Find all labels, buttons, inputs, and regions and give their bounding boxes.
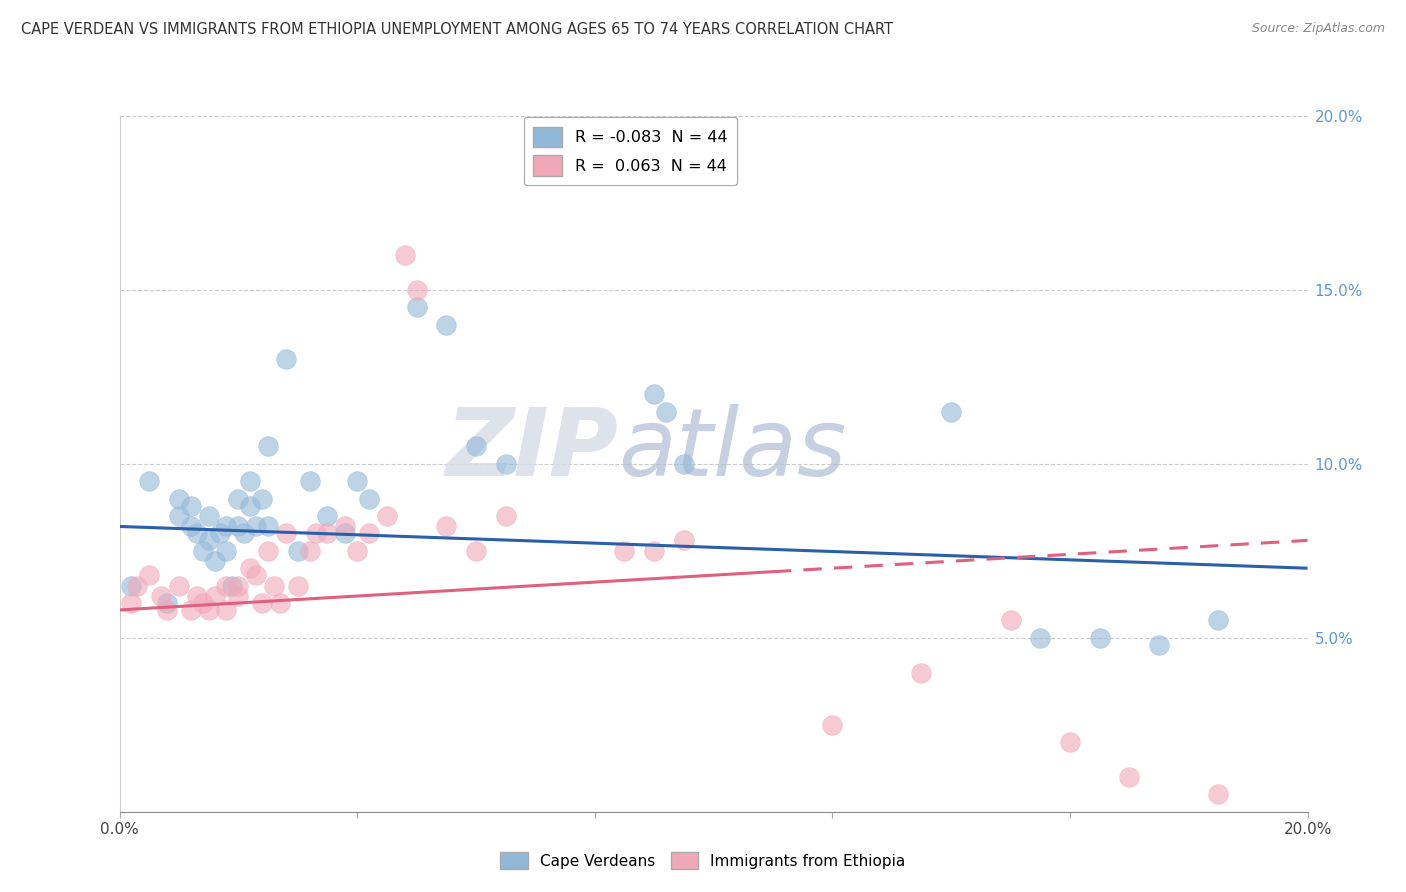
Point xyxy=(1000,614,1022,628)
Point xyxy=(228,519,250,533)
Point xyxy=(245,568,267,582)
Point xyxy=(357,491,380,506)
Point xyxy=(464,543,486,558)
Legend: R = -0.083  N = 44, R =  0.063  N = 44: R = -0.083 N = 44, R = 0.063 N = 44 xyxy=(523,117,737,186)
Point xyxy=(228,589,250,603)
Point xyxy=(672,533,695,548)
Point xyxy=(672,457,695,471)
Point xyxy=(197,533,219,548)
Point xyxy=(298,474,321,488)
Point xyxy=(127,578,149,592)
Point xyxy=(156,596,179,610)
Point xyxy=(120,596,142,610)
Point xyxy=(316,508,339,523)
Point xyxy=(939,405,962,419)
Point xyxy=(1118,770,1140,784)
Point xyxy=(186,589,208,603)
Point xyxy=(204,589,226,603)
Point xyxy=(464,440,486,454)
Point xyxy=(215,578,238,592)
Point xyxy=(335,526,357,541)
Point xyxy=(138,474,160,488)
Point xyxy=(167,508,190,523)
Point xyxy=(335,519,357,533)
Point xyxy=(191,596,214,610)
Point xyxy=(357,526,380,541)
Point xyxy=(821,717,844,731)
Point xyxy=(233,526,256,541)
Point xyxy=(1208,788,1230,801)
Point xyxy=(287,543,309,558)
Point xyxy=(180,519,202,533)
Point xyxy=(120,578,142,592)
Point xyxy=(167,491,190,506)
Point xyxy=(228,578,250,592)
Point xyxy=(257,519,280,533)
Point xyxy=(434,318,457,332)
Point xyxy=(197,508,219,523)
Legend: Cape Verdeans, Immigrants from Ethiopia: Cape Verdeans, Immigrants from Ethiopia xyxy=(495,846,911,875)
Point xyxy=(215,519,238,533)
Point xyxy=(239,499,262,513)
Point xyxy=(287,578,309,592)
Point xyxy=(274,352,297,367)
Point xyxy=(138,568,160,582)
Point xyxy=(250,596,273,610)
Point xyxy=(316,526,339,541)
Point xyxy=(257,440,280,454)
Point xyxy=(1059,735,1081,749)
Text: atlas: atlas xyxy=(619,404,846,495)
Point xyxy=(274,526,297,541)
Point xyxy=(304,526,326,541)
Point xyxy=(156,603,179,617)
Point xyxy=(204,554,226,568)
Point xyxy=(186,526,208,541)
Text: CAPE VERDEAN VS IMMIGRANTS FROM ETHIOPIA UNEMPLOYMENT AMONG AGES 65 TO 74 YEARS : CAPE VERDEAN VS IMMIGRANTS FROM ETHIOPIA… xyxy=(21,22,893,37)
Point xyxy=(191,543,214,558)
Point xyxy=(239,474,262,488)
Point xyxy=(228,491,250,506)
Point xyxy=(405,300,427,315)
Point xyxy=(263,578,285,592)
Point xyxy=(209,526,232,541)
Point xyxy=(1147,638,1170,652)
Point xyxy=(655,405,678,419)
Point xyxy=(405,283,427,297)
Point xyxy=(1208,614,1230,628)
Point xyxy=(613,543,636,558)
Point xyxy=(1029,631,1052,645)
Point xyxy=(394,248,416,262)
Point xyxy=(643,543,665,558)
Point xyxy=(643,387,665,401)
Point xyxy=(180,499,202,513)
Point xyxy=(239,561,262,575)
Point xyxy=(167,578,190,592)
Point xyxy=(1088,631,1111,645)
Point xyxy=(215,603,238,617)
Point xyxy=(910,665,932,680)
Point xyxy=(150,589,173,603)
Point xyxy=(269,596,291,610)
Point xyxy=(257,543,280,558)
Point xyxy=(495,457,517,471)
Text: Source: ZipAtlas.com: Source: ZipAtlas.com xyxy=(1251,22,1385,36)
Point xyxy=(250,491,273,506)
Point xyxy=(197,603,219,617)
Point xyxy=(495,508,517,523)
Point xyxy=(434,519,457,533)
Text: ZIP: ZIP xyxy=(446,404,619,496)
Point xyxy=(245,519,267,533)
Point xyxy=(180,603,202,617)
Point xyxy=(221,578,243,592)
Point xyxy=(298,543,321,558)
Point xyxy=(346,474,368,488)
Point xyxy=(375,508,398,523)
Point xyxy=(346,543,368,558)
Point xyxy=(215,543,238,558)
